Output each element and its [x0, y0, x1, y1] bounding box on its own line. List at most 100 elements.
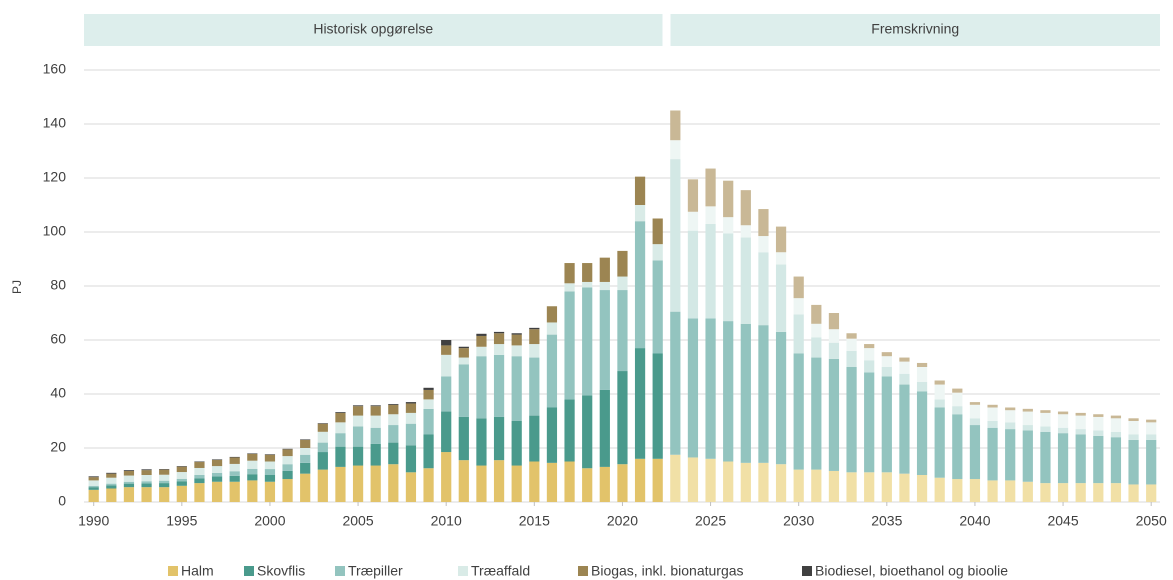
bar-segment: [194, 462, 205, 468]
bar-segment: [775, 464, 787, 502]
bar-segment: [828, 358, 840, 471]
bar-segment: [916, 362, 928, 367]
bar-segment: [1093, 414, 1104, 417]
bar-segment: [458, 348, 469, 358]
bar-segment: [952, 406, 963, 415]
bar-segment: [1040, 410, 1051, 413]
bar-segment: [617, 276, 628, 291]
bar-segment: [88, 487, 99, 490]
bar-segment: [1005, 410, 1016, 423]
bar-segment: [899, 361, 910, 374]
bar-segment: [881, 356, 892, 367]
bar-segment: [423, 434, 434, 469]
bar-segment: [1128, 439, 1139, 485]
bar-segment: [159, 487, 170, 502]
bar-segment: [370, 465, 381, 502]
bar-segment: [1128, 418, 1139, 421]
legend-swatch: [244, 566, 254, 576]
bar-segment: [335, 422, 346, 434]
bar-segment: [229, 457, 240, 464]
bar-segment: [1093, 416, 1104, 431]
bar-segment: [934, 407, 945, 478]
bar-segment: [264, 461, 276, 470]
bar-segment: [740, 462, 751, 502]
bar-segment: [370, 427, 381, 444]
bar-segment: [740, 323, 751, 463]
bar-segment: [335, 446, 346, 467]
x-tick-label: 1990: [78, 513, 109, 529]
bar-segment: [758, 236, 769, 253]
bar-segment: [546, 306, 558, 323]
bar-segment: [352, 426, 364, 447]
bar-segment: [1057, 483, 1069, 502]
bar-segment: [599, 290, 610, 390]
bar-segment: [370, 405, 381, 407]
bar-segment: [634, 458, 646, 502]
bar-segment: [229, 456, 240, 458]
bar-segment: [405, 403, 417, 413]
bar-segment: [317, 431, 328, 443]
bar-segment: [564, 461, 575, 502]
bar-segment: [529, 327, 540, 330]
bar-segment: [987, 421, 998, 428]
bar-segment: [952, 414, 963, 480]
bar-segment: [775, 264, 787, 332]
bar-segment: [423, 408, 434, 435]
bar-segment: [511, 334, 522, 346]
bar-segment: [1005, 422, 1016, 430]
bar-segment: [1005, 429, 1016, 481]
bar-segment: [159, 469, 170, 475]
legend-label: Halm: [181, 563, 214, 579]
x-tick-label: 1995: [166, 513, 197, 529]
bar-segment: [1057, 414, 1069, 428]
bar-segment: [740, 190, 751, 226]
bar-segment: [793, 298, 804, 315]
bar-segment: [811, 337, 822, 358]
bar-segment: [687, 230, 699, 319]
bar-segment: [952, 392, 963, 407]
bar-segment: [1110, 483, 1122, 502]
bar-segment: [123, 470, 135, 476]
bar-segment: [300, 473, 311, 502]
bar-segment: [1075, 483, 1086, 502]
bar-segment: [1110, 415, 1122, 419]
bar-segment: [335, 466, 346, 502]
bar-segment: [141, 487, 152, 502]
bar-segment: [1075, 429, 1086, 435]
x-tick-label: 2035: [871, 513, 902, 529]
bar-segment: [88, 477, 99, 481]
bar-segment: [546, 407, 558, 463]
bar-segment: [88, 489, 99, 502]
bar-segment: [793, 276, 804, 299]
bar-segment: [423, 389, 434, 400]
bar-segment: [740, 225, 751, 238]
bar-segment: [405, 402, 417, 404]
legend-swatch: [578, 566, 588, 576]
bar-segment: [264, 475, 276, 482]
bar-segment: [899, 357, 910, 362]
bar-segment: [388, 414, 399, 426]
bar-segment: [670, 140, 681, 160]
bar-segment: [458, 346, 469, 349]
bar-segment: [458, 364, 469, 417]
bar-segment: [405, 412, 417, 424]
bar-segment: [335, 412, 346, 423]
bar-segment: [1146, 439, 1157, 485]
y-tick-label: 60: [50, 331, 66, 347]
bar-segment: [670, 454, 681, 502]
bar-segment: [1110, 431, 1122, 438]
bar-segment: [758, 462, 769, 502]
bar-segment: [828, 329, 840, 343]
bar-segment: [969, 418, 981, 426]
bar-segment: [723, 233, 734, 322]
bar-segment: [229, 475, 240, 482]
bar-segment: [969, 425, 981, 480]
bar-segment: [476, 356, 487, 419]
bar-segment: [652, 458, 663, 502]
bar-segment: [352, 465, 364, 502]
bar-segment: [705, 168, 716, 207]
bar-segment: [687, 318, 699, 458]
bar-segment: [987, 480, 998, 502]
legend-swatch: [458, 566, 468, 576]
